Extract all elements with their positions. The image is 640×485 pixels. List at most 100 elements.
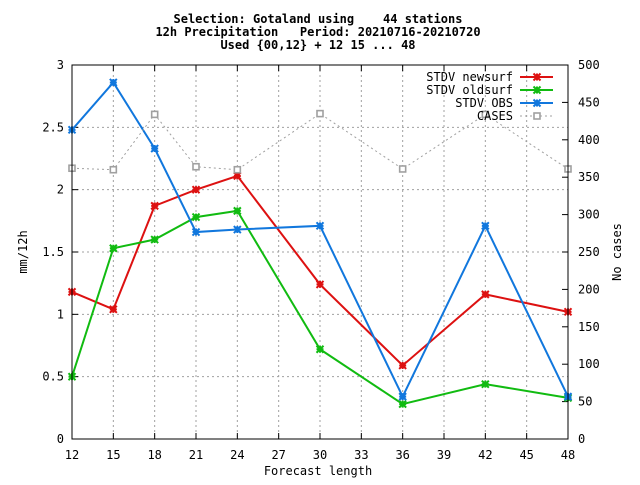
data-point	[109, 78, 118, 87]
legend-swatch-marker	[532, 98, 542, 108]
point-square	[192, 162, 200, 171]
y-tick-label: 0.5	[42, 370, 64, 384]
data-point	[233, 165, 242, 174]
ticks: 12 15 18 21 24 27 30 33 36 39 42 45 4800.511.522.530…	[42, 58, 599, 462]
y2-axis-label: No cases	[610, 223, 624, 281]
data-point	[316, 109, 324, 118]
chart-title-line-3: Used {00,12} + 12 15 ... 48	[220, 38, 415, 52]
data-point	[109, 165, 118, 174]
point-star	[233, 225, 242, 234]
point-star	[109, 78, 118, 87]
data-point	[233, 206, 242, 216]
data-point	[191, 227, 201, 237]
y2-tick-label: 200	[578, 282, 600, 296]
data-point	[481, 290, 490, 299]
legend-label: CASES	[477, 109, 513, 123]
point-star	[532, 98, 542, 108]
y2-tick-label: 50	[578, 395, 592, 409]
legend-swatch-marker	[532, 85, 542, 95]
y2-tick-label: 0	[578, 432, 585, 446]
data-point	[109, 244, 118, 253]
data-point	[398, 361, 407, 370]
legend-label: STDV OBS	[455, 96, 513, 110]
data-point	[150, 110, 159, 119]
point-star	[150, 201, 159, 211]
y-tick-label: 2	[57, 183, 64, 197]
y-tick-label: 1.5	[42, 245, 64, 259]
legend-entry: STDV OBS	[455, 96, 553, 110]
y2-tick-label: 500	[578, 58, 600, 72]
point-star	[398, 361, 407, 370]
y2-tick-label: 350	[578, 170, 600, 184]
legend-label: STDV oldsurf	[426, 83, 513, 97]
x-tick-label: 45	[519, 448, 533, 462]
x-tick-label: 30	[313, 448, 327, 462]
point-square	[233, 165, 242, 174]
legend-swatch-marker	[532, 72, 542, 82]
point-square	[398, 165, 407, 173]
legend-entry: STDV newsurf	[426, 70, 553, 84]
data-point	[315, 280, 325, 289]
point-square	[150, 110, 159, 119]
point-star	[315, 280, 325, 289]
x-tick-label: 39	[437, 448, 451, 462]
point-star	[532, 72, 542, 82]
point-star	[315, 221, 325, 231]
point-star	[150, 235, 159, 244]
x-tick-label: 27	[271, 448, 285, 462]
x-tick-label: 21	[189, 448, 203, 462]
data-point	[481, 379, 490, 389]
point-star	[481, 379, 490, 389]
chart-title-line-2: 12h Precipitation Period: 20210716-20210…	[155, 25, 480, 39]
data-point	[398, 165, 407, 173]
x-tick-label: 42	[478, 448, 492, 462]
point-star	[191, 212, 201, 222]
point-star	[398, 399, 407, 409]
data-point	[481, 221, 490, 231]
point-square	[533, 112, 541, 120]
data-point	[150, 235, 159, 244]
x-tick-label: 12	[65, 448, 79, 462]
y2-tick-label: 450	[578, 95, 600, 109]
y2-tick-label: 250	[578, 245, 600, 259]
x-tick-label: 36	[395, 448, 409, 462]
data-point	[109, 305, 118, 314]
point-star	[398, 392, 407, 401]
x-axis-label: Forecast length	[264, 464, 372, 478]
data-point	[315, 345, 325, 354]
data-point	[191, 185, 201, 194]
legend-entry: CASES	[477, 109, 553, 123]
data-point	[192, 162, 200, 171]
y2-tick-label: 100	[578, 357, 600, 371]
data-point	[315, 221, 325, 231]
point-star	[191, 227, 201, 237]
point-star	[233, 171, 242, 181]
data-point	[191, 212, 201, 222]
legend-swatch-marker	[533, 112, 541, 120]
data-point	[233, 225, 242, 234]
y2-tick-label: 400	[578, 133, 600, 147]
x-tick-label: 15	[106, 448, 120, 462]
y-tick-label: 2.5	[42, 120, 64, 134]
series-layer	[67, 78, 573, 409]
point-star	[109, 244, 118, 253]
point-square	[109, 165, 118, 174]
point-square	[481, 110, 490, 119]
y-tick-label: 1	[57, 307, 64, 321]
chart-title-line-1: Selection: Gotaland using 44 stations	[174, 12, 463, 26]
data-point	[481, 110, 490, 119]
point-star	[191, 185, 201, 194]
point-square	[316, 109, 324, 118]
y2-tick-label: 150	[578, 320, 600, 334]
point-star	[109, 305, 118, 314]
point-star	[481, 290, 490, 299]
y-axis-label: mm/12h	[16, 230, 30, 273]
data-point	[233, 171, 242, 181]
data-point	[150, 201, 159, 211]
point-star	[481, 221, 490, 231]
point-star	[150, 144, 159, 153]
series-1	[67, 206, 573, 409]
